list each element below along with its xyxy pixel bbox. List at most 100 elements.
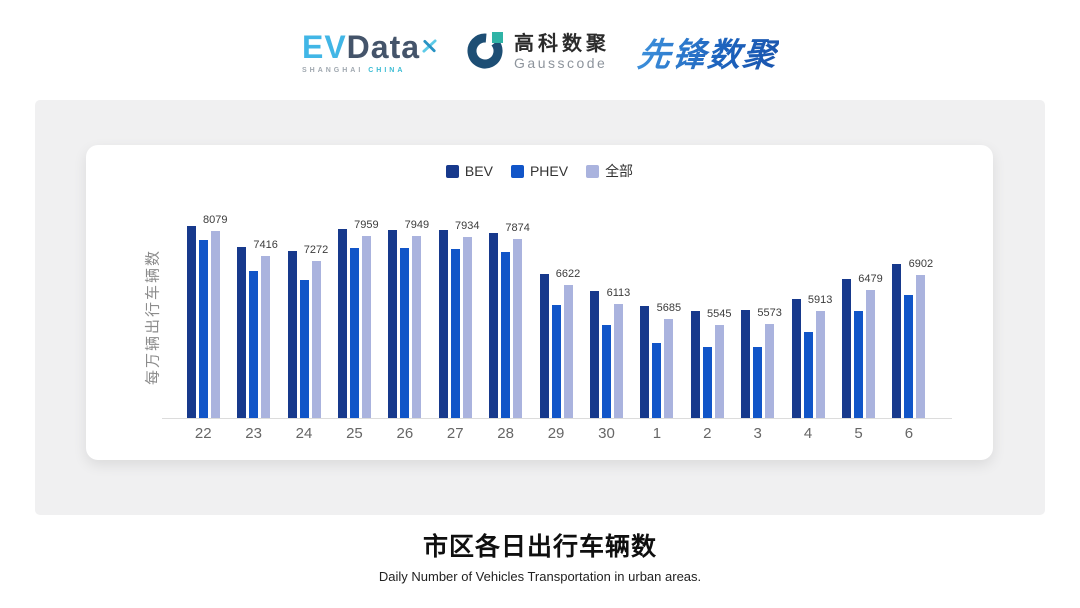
chart-subtitle: Daily Number of Vehicles Transportation … <box>378 569 702 584</box>
bar-group-29: 6622 <box>531 216 581 418</box>
legend-swatch-bev <box>445 164 459 178</box>
bar-value-label: 7874 <box>505 222 530 234</box>
bar-all <box>664 319 674 418</box>
bar-bev <box>690 311 700 418</box>
bar-phev <box>551 305 561 418</box>
gausscode-name-cn: 高科数聚 <box>514 32 611 55</box>
bar-group-1: 5685 <box>632 216 682 418</box>
evdata-subtext: SHANGHAI CHINA <box>302 67 437 74</box>
bar-value-label: 7416 <box>253 239 278 251</box>
x-tick-label: 27 <box>446 425 464 442</box>
x-tick-label: 22 <box>194 425 212 442</box>
gausscode-wordmark: 高科数聚 Gausscode <box>514 33 610 71</box>
bar-all <box>613 304 623 418</box>
x-tick-label: 28 <box>497 425 514 442</box>
gausscode-logo-icon <box>465 30 505 75</box>
bar-bev <box>438 230 448 418</box>
evdata-sub-shanghai: SHANGHAI <box>301 66 369 74</box>
bar-phev <box>450 249 460 418</box>
evdata-logo: EV Data SHANGHAI CHINA <box>302 31 437 74</box>
legend-label-bev: BEV <box>464 163 493 179</box>
chart-legend: BEV PHEV 全部 <box>86 161 993 181</box>
x-tick-label: 30 <box>598 425 615 442</box>
x-tick-label: 1 <box>652 425 662 442</box>
evdata-wordmark: EV Data <box>302 31 437 63</box>
bar-group-25: 7959 <box>329 216 379 418</box>
bar-all <box>412 236 422 418</box>
bar-phev <box>702 347 712 418</box>
x-tick-label: 24 <box>295 425 313 442</box>
evdata-data-text: Data <box>346 28 421 65</box>
legend-item-bev[interactable]: BEV <box>445 163 493 179</box>
legend-item-all[interactable]: 全部 <box>586 161 633 181</box>
gausscode-name-en: Gausscode <box>514 54 608 71</box>
chart-panel: BEV PHEV 全部 每万辆出行车辆数 8079 7416 7272 7959 7949 7… <box>35 100 1045 515</box>
bar-group-26: 7949 <box>380 216 430 418</box>
bar-bev <box>186 226 196 418</box>
bar-all <box>765 324 775 418</box>
bar-group-5: 6479 <box>833 216 883 418</box>
bar-value-label: 6902 <box>908 258 934 270</box>
x-tick-label: 3 <box>753 425 762 442</box>
bar-value-label: 8079 <box>202 214 228 226</box>
bar-group-4: 5913 <box>783 216 833 418</box>
bar-value-label: 6113 <box>606 287 631 299</box>
x-axis-labels: 22 23 24 25 26 27 28 29 30 1 2 3 4 5 6 <box>178 425 934 442</box>
bar-phev <box>400 248 410 418</box>
bar-value-label: 6479 <box>858 273 883 285</box>
bar-bev <box>892 264 902 418</box>
bar-all <box>210 231 220 418</box>
bar-group-6: 6902 <box>884 216 934 418</box>
x-tick-label: 23 <box>245 425 262 442</box>
bar-value-label: 6622 <box>555 268 581 280</box>
bar-bev <box>489 233 499 418</box>
bar-bev <box>791 299 801 418</box>
bar-bev <box>337 229 347 418</box>
bar-group-3: 5573 <box>732 216 782 418</box>
x-axis-line <box>162 418 952 419</box>
bar-group-27: 7934 <box>430 216 480 418</box>
footer: 市区各日出行车辆数 Daily Number of Vehicles Trans… <box>0 527 1080 584</box>
bar-all <box>261 256 271 418</box>
bar-all <box>815 311 825 418</box>
bar-all <box>563 285 573 418</box>
bar-value-label: 7272 <box>303 244 329 256</box>
bar-value-label: 7949 <box>404 219 430 231</box>
y-axis-label: 每万辆出行车辆数 <box>144 248 162 386</box>
bar-group-28: 7874 <box>480 216 530 418</box>
legend-item-phev[interactable]: PHEV <box>510 163 569 179</box>
bar-value-label: 5685 <box>656 302 682 314</box>
bar-phev <box>652 343 662 418</box>
plot-area: 8079 7416 7272 7959 7949 7934 7874 6622 6113 5685… <box>178 214 934 418</box>
bar-bev <box>841 279 851 418</box>
bar-all <box>916 275 926 418</box>
bar-bev <box>539 274 549 418</box>
bar-group-23: 7416 <box>228 216 278 418</box>
evdata-ev-text: EV <box>301 28 347 65</box>
legend-label-phev: PHEV <box>529 163 569 179</box>
bar-bev <box>237 247 247 418</box>
bar-all <box>513 239 523 418</box>
bar-bev <box>640 306 650 418</box>
bar-bev <box>741 310 751 418</box>
bar-bev <box>287 251 297 418</box>
bar-phev <box>349 248 359 418</box>
gausscode-logo: 高科数聚 Gausscode <box>465 30 610 75</box>
chart-card: BEV PHEV 全部 每万辆出行车辆数 8079 7416 7272 7959 7949 7… <box>86 145 993 460</box>
bar-phev <box>501 252 511 418</box>
bar-group-2: 5545 <box>682 216 732 418</box>
x-tick-label: 6 <box>904 425 914 442</box>
bar-all <box>714 325 724 418</box>
bar-all <box>311 261 321 418</box>
bar-value-label: 5545 <box>707 308 732 320</box>
bar-phev <box>753 347 763 418</box>
bar-all <box>361 236 371 418</box>
bar-phev <box>198 240 208 418</box>
bar-phev <box>299 280 309 418</box>
x-tick-label: 4 <box>803 425 813 442</box>
bar-phev <box>601 325 611 418</box>
legend-swatch-phev <box>510 164 524 178</box>
bar-all <box>462 237 472 418</box>
x-tick-label: 2 <box>703 425 712 442</box>
